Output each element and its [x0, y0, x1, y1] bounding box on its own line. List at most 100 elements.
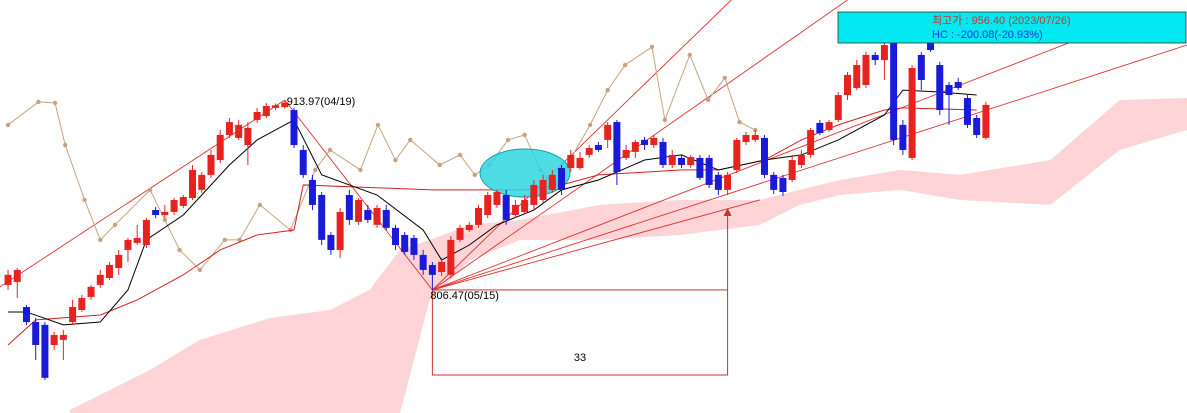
overlay-line	[7, 46, 756, 271]
candle-body	[853, 65, 861, 88]
candle-body	[456, 227, 464, 240]
overlay-marker	[257, 202, 263, 208]
candle-body	[760, 137, 768, 175]
overlay-marker	[358, 167, 363, 173]
candle-body	[917, 54, 925, 81]
candle-body	[567, 154, 575, 168]
candle-body	[318, 195, 326, 240]
high-label: 최고가 : 956.40 (2023/07/26)	[932, 14, 1071, 27]
candle-body	[982, 104, 990, 138]
overlay-marker	[722, 75, 728, 81]
candle-body	[945, 84, 953, 96]
trough-label: 806.47(05/15)	[430, 290, 499, 302]
candle-body	[890, 39, 898, 140]
candle-body	[631, 142, 639, 152]
overlay-marker	[112, 222, 118, 228]
candle-body	[585, 148, 593, 155]
overlay-marker	[327, 147, 333, 153]
candle-body	[696, 157, 704, 178]
candle-body	[668, 154, 676, 165]
candle-body	[179, 196, 187, 206]
candle-body	[364, 210, 372, 220]
overlay-marker	[472, 172, 478, 178]
hc-label: HC : -200.08(-20.93%)	[932, 29, 1043, 41]
candle-body	[770, 174, 778, 190]
candle-body	[779, 177, 787, 193]
candle-body	[428, 264, 436, 275]
highlight-ellipse	[479, 148, 571, 198]
candle-body	[825, 122, 833, 131]
candle-body	[650, 137, 658, 146]
candle-body	[677, 157, 685, 165]
candle-body	[308, 180, 316, 205]
overlay-marker	[457, 152, 463, 158]
candle-body	[973, 118, 981, 135]
candle-body	[816, 122, 824, 134]
overlay-marker	[162, 217, 168, 223]
overlay-marker	[222, 237, 228, 243]
candle-body	[198, 174, 206, 190]
candle-body	[13, 269, 21, 282]
candle-body	[78, 298, 86, 311]
candle-body	[899, 124, 907, 150]
candle-body	[235, 124, 243, 138]
candle-body	[59, 334, 67, 340]
candle-body	[576, 157, 584, 168]
overlay-marker	[687, 52, 692, 58]
trendline	[432, 0, 848, 291]
candle-body	[410, 237, 418, 255]
candle-body	[548, 174, 556, 190]
candle-body	[687, 157, 695, 165]
candle-body	[465, 224, 473, 230]
candle-body	[207, 154, 215, 175]
candle-body	[69, 307, 77, 323]
candle-body	[22, 307, 30, 323]
candle-body	[954, 81, 962, 88]
candle-body	[4, 274, 12, 285]
candle-body	[511, 204, 519, 215]
trendline	[432, 44, 1187, 291]
candle-body	[788, 160, 796, 181]
overlay-marker	[649, 44, 655, 50]
trendline	[432, 0, 732, 291]
candle-body	[152, 210, 160, 215]
candle-body	[484, 195, 492, 215]
overlay-marker	[237, 237, 242, 243]
candle-body	[530, 184, 538, 205]
peak-label: 913.97(04/19)	[287, 96, 356, 108]
candle-body	[32, 322, 40, 345]
candle-body	[641, 139, 649, 146]
candle-body	[96, 274, 104, 285]
candle-body	[336, 211, 344, 250]
overlay-marker	[52, 100, 58, 106]
overlay-marker	[622, 62, 628, 68]
candle-body	[401, 234, 409, 252]
candle-body	[751, 134, 759, 140]
overlay-marker	[36, 99, 41, 105]
candle-body	[189, 169, 197, 199]
candle-body	[419, 254, 427, 270]
candle-body	[936, 65, 944, 111]
overlay-marker	[706, 97, 711, 103]
candle-body	[225, 122, 233, 135]
cloud-layer	[69, 98, 1187, 413]
overlay-marker	[437, 162, 442, 168]
candle-body	[382, 210, 390, 228]
candle-body	[797, 154, 805, 165]
overlay-marker	[393, 157, 398, 163]
candle-body	[87, 286, 95, 297]
candle-body	[373, 207, 381, 225]
candle-body	[272, 105, 280, 108]
candle-body	[124, 239, 132, 250]
candle-body	[262, 105, 270, 117]
candle-body	[115, 254, 123, 268]
trendline	[284, 99, 433, 291]
candle-body	[724, 174, 732, 190]
candle-body	[170, 199, 178, 212]
candle-body	[714, 174, 722, 190]
candle-body	[106, 264, 114, 279]
candle-body	[281, 102, 289, 108]
overlay-marker	[408, 137, 413, 143]
candle-body	[244, 127, 252, 146]
